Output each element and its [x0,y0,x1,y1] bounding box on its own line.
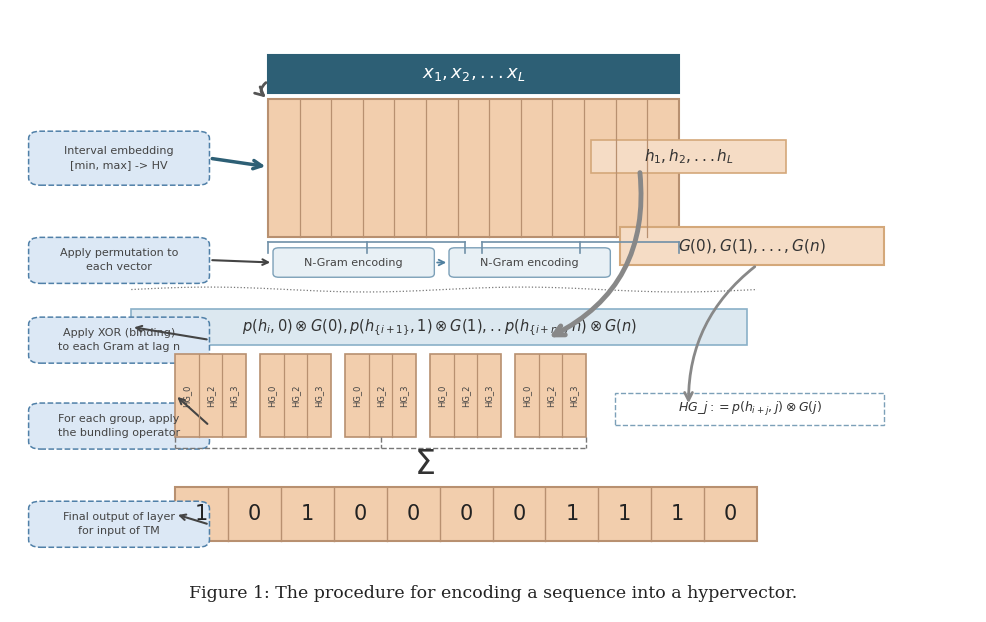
Text: 1: 1 [618,504,631,524]
Text: 0: 0 [459,504,472,524]
Bar [591,141,786,173]
Text: HG_0: HG_0 [267,384,276,407]
Bar [431,354,501,437]
Bar [131,309,747,345]
FancyBboxPatch shape [29,403,209,449]
Bar [615,392,884,425]
FancyBboxPatch shape [449,248,610,277]
Text: $h_1, h_2, ... h_L$: $h_1, h_2, ... h_L$ [644,147,734,166]
Text: Interval embedding
[min, max] -> HV: Interval embedding [min, max] -> HV [64,146,174,170]
Text: 0: 0 [247,504,261,524]
Text: HG_3: HG_3 [315,384,323,407]
Text: HG_3: HG_3 [399,384,408,407]
Bar [176,354,246,437]
FancyBboxPatch shape [29,501,209,547]
Text: N-Gram encoding: N-Gram encoding [305,258,403,267]
Bar [345,354,416,437]
Text: 1: 1 [565,504,579,524]
Text: HG_2: HG_2 [461,384,470,407]
Text: 1: 1 [195,504,208,524]
Bar [260,354,330,437]
Text: HG_0: HG_0 [438,384,447,407]
Text: For each group, apply
the bundling operator: For each group, apply the bundling opera… [58,414,180,438]
FancyBboxPatch shape [29,317,209,363]
Text: 1: 1 [671,504,684,524]
Text: $G(0), G(1), ..., G(n)$: $G(0), G(1), ..., G(n)$ [678,237,826,255]
Bar [620,227,884,265]
Bar [268,100,678,238]
Text: 0: 0 [724,504,738,524]
Text: Apply XOR (binding)
to each Gram at lag n: Apply XOR (binding) to each Gram at lag … [58,328,180,352]
Text: 0: 0 [354,504,367,524]
Text: HG_3: HG_3 [484,384,494,407]
Text: HG_0: HG_0 [182,384,191,407]
FancyBboxPatch shape [29,238,209,284]
Text: $x_1, x_2, ... x_L$: $x_1, x_2, ... x_L$ [421,65,526,83]
Text: Apply permutation to
each vector: Apply permutation to each vector [60,248,178,272]
Text: $HG\_j := p(h_{i+j}, j)\otimes G(j)$: $HG\_j := p(h_{i+j}, j)\otimes G(j)$ [677,399,821,417]
FancyBboxPatch shape [29,131,209,185]
Text: HG_2: HG_2 [546,384,555,407]
Text: $\Sigma$: $\Sigma$ [414,448,435,481]
Bar [176,487,757,541]
Text: HG_3: HG_3 [230,384,239,407]
Text: Final output of layer
for input of TM: Final output of layer for input of TM [63,513,176,536]
Text: 0: 0 [513,504,526,524]
Text: 1: 1 [301,504,315,524]
Text: 0: 0 [406,504,420,524]
Text: HG_2: HG_2 [291,384,300,407]
Text: HG_0: HG_0 [353,384,362,407]
Bar [516,354,586,437]
Text: $p(h_i, 0)\otimes G(0), p(h_{\{i+1\}}, 1)\otimes G(1),.. p(h_{\{i+n\}}, n)\otime: $p(h_i, 0)\otimes G(0), p(h_{\{i+1\}}, 1… [242,317,637,337]
Text: HG_3: HG_3 [570,384,579,407]
Bar [268,55,678,93]
Text: HG_2: HG_2 [206,384,215,407]
Text: HG_2: HG_2 [376,384,386,407]
Text: HG_0: HG_0 [523,384,531,407]
Text: Figure 1: The procedure for encoding a sequence into a hypervector.: Figure 1: The procedure for encoding a s… [189,585,797,602]
FancyBboxPatch shape [273,248,435,277]
Text: N-Gram encoding: N-Gram encoding [480,258,579,267]
